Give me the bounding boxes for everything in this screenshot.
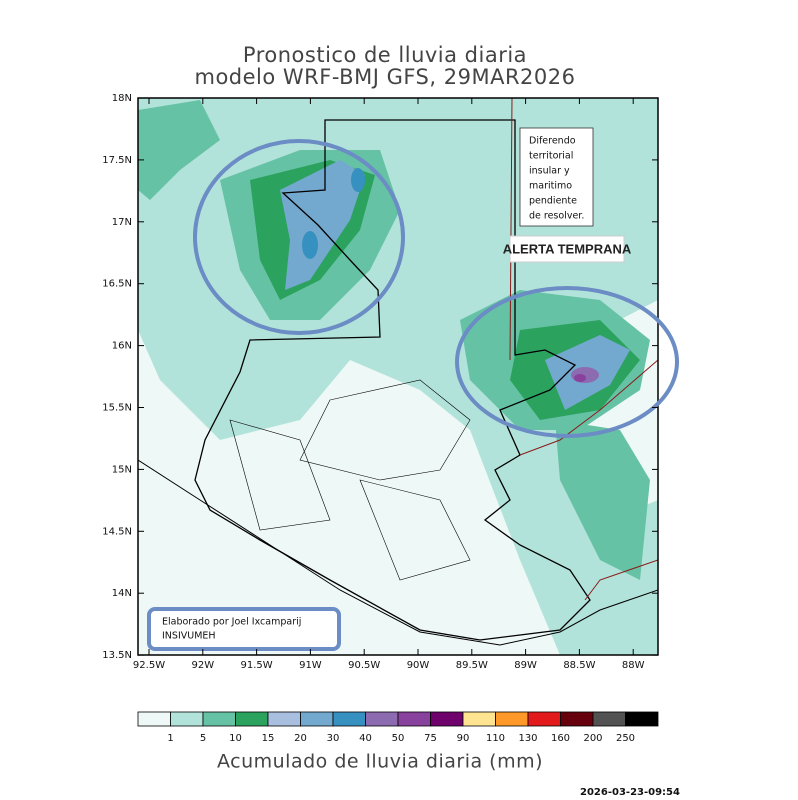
title-line: modelo WRF-BMJ GFS, 29MAR2026 bbox=[195, 65, 576, 89]
lon-label: 91W bbox=[299, 660, 322, 671]
note-line: Diferendo bbox=[529, 136, 576, 147]
credit-line: INSIVUMEH bbox=[162, 631, 216, 642]
lat-label: 13.5N bbox=[102, 650, 132, 661]
lat-label: 14N bbox=[112, 588, 132, 599]
lon-label: 88W bbox=[622, 660, 645, 671]
map-frame bbox=[137, 97, 659, 656]
lon-label: 92W bbox=[191, 660, 214, 671]
colorbar-swatch bbox=[560, 711, 594, 727]
note-line: de resolver. bbox=[529, 211, 584, 222]
colorbar-label: 160 bbox=[551, 733, 570, 744]
colorbar-swatch bbox=[495, 711, 529, 727]
colorbar-swatch bbox=[592, 711, 626, 727]
colorbar: 1 5 10 15 20 30 40 50 75 90 110 130 160 200 250 bbox=[137, 711, 659, 744]
lat-label: 17N bbox=[112, 217, 132, 228]
colorbar-swatch bbox=[430, 711, 464, 727]
lat-label: 17.5N bbox=[102, 155, 132, 166]
timestamp: 2026-03-23-09:54 bbox=[580, 787, 680, 798]
colorbar-swatch bbox=[267, 711, 301, 727]
lon-label: 89W bbox=[514, 660, 537, 671]
colorbar-label: 20 bbox=[294, 733, 307, 744]
colorbar-label: 110 bbox=[486, 733, 505, 744]
note-line: insular y bbox=[529, 166, 570, 177]
credit-box bbox=[147, 607, 341, 651]
alert-text: ALERTA TEMPRANA bbox=[503, 241, 632, 256]
lat-label: 15N bbox=[112, 464, 132, 475]
colorbar-label: 15 bbox=[262, 733, 275, 744]
lat-label: 14.5N bbox=[102, 526, 132, 537]
colorbar-label: 30 bbox=[327, 733, 340, 744]
alert-box bbox=[509, 235, 625, 263]
lat-label: 18N bbox=[112, 93, 132, 104]
colorbar-label: 5 bbox=[200, 733, 206, 744]
title-line: Pronostico de lluvia diaria bbox=[243, 43, 527, 67]
colorbar-label: 250 bbox=[616, 733, 635, 744]
lon-label: 89.5W bbox=[456, 660, 488, 671]
colorbar-swatch bbox=[202, 711, 236, 727]
colorbar-label: 130 bbox=[518, 733, 537, 744]
colorbar-swatch bbox=[625, 711, 659, 727]
lat-label: 15.5N bbox=[102, 403, 132, 414]
colorbar-swatch bbox=[397, 711, 431, 727]
colorbar-label: 90 bbox=[457, 733, 470, 744]
note-line: maritimo bbox=[529, 181, 572, 192]
colorbar-swatch bbox=[300, 711, 334, 727]
note-line: pendiente bbox=[529, 196, 577, 207]
colorbar-swatch bbox=[332, 711, 366, 727]
colorbar-label: 1 bbox=[167, 733, 173, 744]
lon-label: 90W bbox=[407, 660, 430, 671]
colorbar-label: 10 bbox=[229, 733, 242, 744]
note-line: territorial bbox=[529, 151, 573, 162]
colorbar-swatch bbox=[235, 711, 269, 727]
highlight-circle bbox=[193, 139, 405, 335]
colorbar-swatch bbox=[527, 711, 561, 727]
note-box bbox=[519, 127, 594, 227]
credit-line: Elaborado por Joel Ixcamparij bbox=[162, 617, 301, 628]
colorbar-label: 40 bbox=[359, 733, 372, 744]
lon-label: 88.5W bbox=[563, 660, 595, 671]
highlight-circle bbox=[455, 286, 679, 438]
axis-ticks: 18N 17.5N 17N 16.5N 16N 15.5N 15N 14.5N 14N 13.5N… bbox=[102, 93, 658, 671]
lat-label: 16N bbox=[112, 341, 132, 352]
colorbar-title: Acumulado de lluvia diaria (mm) bbox=[217, 751, 543, 773]
lon-label: 90.5W bbox=[348, 660, 380, 671]
colorbar-swatch bbox=[137, 711, 171, 727]
lat-label: 16.5N bbox=[102, 279, 132, 290]
note: Diferendo territorial insular y maritimo pen… bbox=[529, 136, 584, 222]
colorbar-label: 200 bbox=[583, 733, 602, 744]
colorbar-swatch bbox=[462, 711, 496, 727]
lon-label: 91.5W bbox=[241, 660, 273, 671]
colorbar-swatch bbox=[365, 711, 399, 727]
colorbar-label: 75 bbox=[424, 733, 437, 744]
colorbar-swatch bbox=[170, 711, 204, 727]
lon-label: 92.5W bbox=[133, 660, 165, 671]
colorbar-label: 50 bbox=[392, 733, 405, 744]
